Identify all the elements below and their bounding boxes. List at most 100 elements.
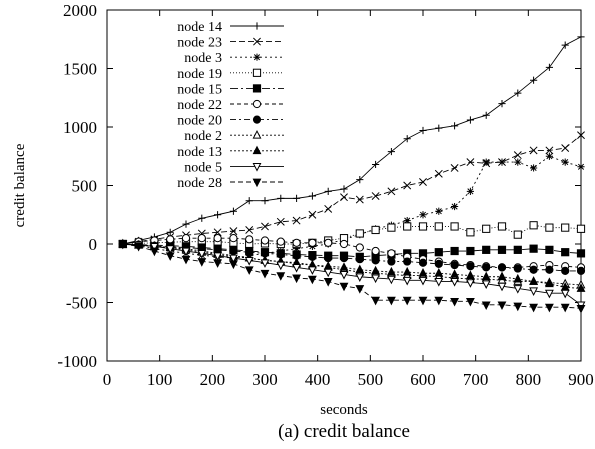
data-point — [325, 254, 332, 261]
data-point — [435, 208, 442, 215]
data-point — [451, 298, 458, 305]
x-tick-label: 0 — [103, 370, 112, 389]
data-point — [356, 266, 363, 273]
legend-entry: node 5 — [184, 160, 284, 175]
data-point — [356, 286, 363, 293]
data-point — [514, 231, 521, 238]
data-point — [253, 54, 260, 61]
data-point — [514, 246, 521, 253]
data-point — [498, 264, 505, 271]
data-point — [253, 164, 260, 171]
data-point — [198, 235, 205, 242]
x-tick-label: 200 — [200, 370, 226, 389]
data-point — [530, 266, 537, 273]
data-point — [198, 215, 205, 222]
data-point — [372, 247, 379, 254]
x-tick-label: 900 — [568, 370, 594, 389]
data-point — [230, 235, 237, 242]
data-point — [577, 250, 584, 257]
data-point — [451, 261, 458, 268]
data-point — [419, 127, 426, 134]
legend-label: node 28 — [177, 176, 222, 191]
data-point — [277, 238, 284, 245]
legend-entry: node 19 — [177, 67, 284, 82]
data-point — [435, 125, 442, 132]
data-point — [451, 164, 458, 171]
x-tick-label: 100 — [147, 370, 173, 389]
data-point — [451, 247, 458, 254]
data-point — [546, 246, 553, 253]
y-tick-label: -500 — [66, 294, 97, 313]
data-point — [388, 297, 395, 304]
data-point — [253, 100, 260, 107]
data-point — [483, 225, 490, 232]
series-line — [123, 244, 581, 271]
data-point — [435, 297, 442, 304]
y-tick-label: -1000 — [57, 352, 97, 371]
series-line — [123, 238, 581, 267]
data-point — [253, 85, 260, 92]
data-point — [253, 22, 260, 29]
data-point — [261, 223, 268, 230]
series-line — [123, 244, 581, 305]
data-point — [246, 236, 253, 243]
data-point — [404, 223, 411, 230]
data-point — [435, 249, 442, 256]
data-point — [261, 197, 268, 204]
chart-caption: (a) credit balance — [278, 421, 410, 442]
data-point — [372, 226, 379, 233]
data-point — [167, 236, 174, 243]
data-point — [530, 245, 537, 252]
data-point — [435, 260, 442, 267]
data-point — [419, 211, 426, 218]
data-point — [483, 112, 490, 119]
data-point — [467, 271, 474, 278]
data-point — [530, 222, 537, 229]
data-point — [435, 223, 442, 230]
legend-entry: node 14 — [177, 20, 284, 35]
data-point — [388, 188, 395, 195]
data-point — [514, 265, 521, 272]
data-point — [372, 257, 379, 264]
data-point — [467, 298, 474, 305]
legend-label: node 19 — [177, 67, 222, 82]
data-point — [309, 239, 316, 246]
data-point — [562, 42, 569, 49]
data-point — [435, 170, 442, 177]
data-point — [253, 69, 260, 76]
data-point — [435, 269, 442, 276]
data-point — [483, 273, 490, 280]
series-line — [123, 225, 581, 244]
y-tick-label: 0 — [89, 235, 98, 254]
data-point — [246, 226, 253, 233]
legend-entry: node 22 — [177, 98, 284, 113]
data-point — [498, 302, 505, 309]
data-point — [356, 230, 363, 237]
data-point — [419, 297, 426, 304]
y-axis-title: credit balance — [12, 143, 28, 227]
x-tick-label: 700 — [463, 370, 489, 389]
data-point — [530, 277, 537, 284]
data-point — [451, 203, 458, 210]
data-point — [404, 258, 411, 265]
data-point — [498, 100, 505, 107]
legend-label: node 5 — [184, 160, 222, 175]
legend-entry: node 15 — [177, 82, 284, 97]
data-point — [309, 253, 316, 260]
data-point — [562, 304, 569, 311]
data-point — [562, 144, 569, 151]
data-point — [182, 235, 189, 242]
data-point — [562, 290, 569, 297]
data-point — [404, 182, 411, 189]
x-axis-title: seconds — [320, 402, 368, 418]
plot-area: 0 100 200 300 400 500 600 700 800 900 -1000 -500 0 50… — [57, 1, 593, 389]
data-point — [514, 151, 521, 158]
x-tick-label: 600 — [410, 370, 436, 389]
data-point — [356, 196, 363, 203]
data-point — [577, 225, 584, 232]
data-point — [562, 159, 569, 166]
data-point — [451, 223, 458, 230]
x-tick-label: 300 — [252, 370, 278, 389]
